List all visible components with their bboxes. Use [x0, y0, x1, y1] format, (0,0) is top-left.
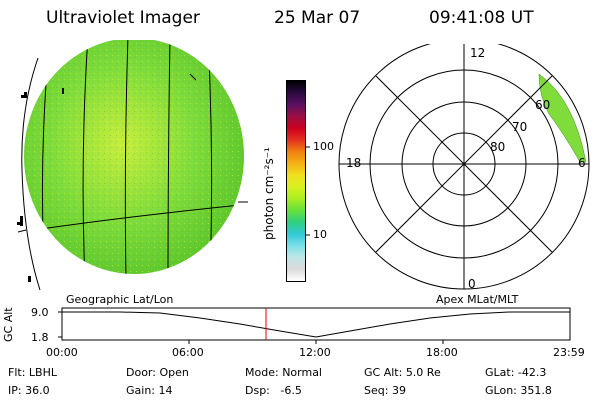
mlat-label-70: 70	[512, 120, 528, 134]
apex-grid-label: Apex MLat/MLT	[436, 293, 519, 306]
time-tick-1800: 18:00	[426, 346, 458, 359]
instrument-title: Ultraviolet Imager	[46, 8, 200, 28]
mlt-label-18: 18	[346, 156, 362, 170]
coastline-fragments	[17, 88, 64, 282]
altitude-tick-high: 9.0	[31, 306, 49, 319]
info-ip: IP: 36.0	[8, 384, 50, 397]
colorbar-unit-label: photon cm⁻²s⁻¹	[262, 147, 276, 240]
info-door: Door: Open	[126, 366, 189, 379]
colorbar-tick-10: 10	[313, 228, 327, 241]
observation-time: 09:41:08 UT	[429, 8, 534, 28]
time-tick-0600: 06:00	[172, 346, 204, 359]
info-filter: Flt: LBHL	[8, 366, 57, 379]
polar-mlat-mlt-plot	[338, 44, 590, 290]
info-gain: Gain: 14	[126, 384, 173, 397]
altitude-tick-low: 1.8	[31, 331, 49, 344]
colorbar-tick-100: 100	[313, 140, 334, 153]
info-gc-alt: GC Alt: 5.0 Re	[364, 366, 441, 379]
mlt-diagonal-2	[375, 75, 553, 253]
auroral-oval	[538, 73, 587, 163]
info-glat: GLat: -42.3	[485, 366, 547, 379]
earth-image-panel	[17, 40, 248, 290]
observation-date: 25 Mar 07	[274, 8, 361, 28]
mlat-label-60: 60	[535, 98, 551, 112]
time-tick-0000: 00:00	[46, 346, 78, 359]
info-mode: Mode: Normal	[245, 366, 322, 379]
time-tick-2359: 23:59	[553, 346, 585, 359]
intensity-colorbar	[286, 80, 306, 282]
info-dsp: Dsp: -6.5	[245, 384, 302, 397]
mlt-label-6: 6	[578, 156, 586, 170]
altitude-axis-label: GC Alt	[2, 307, 15, 342]
info-glon: GLon: 351.8	[485, 384, 552, 397]
info-seq: Seq: 39	[364, 384, 406, 397]
mlat-label-80: 80	[490, 140, 506, 154]
colorbar-ticks	[306, 146, 310, 236]
mlt-label-0: 0	[468, 277, 476, 291]
time-tick-1200: 12:00	[299, 346, 331, 359]
geographic-grid-label: Geographic Lat/Lon	[66, 293, 174, 306]
altitude-curve	[62, 311, 570, 338]
off-limb-grid	[17, 57, 248, 290]
altitude-chart	[58, 307, 571, 344]
mlt-label-12: 12	[470, 46, 486, 60]
